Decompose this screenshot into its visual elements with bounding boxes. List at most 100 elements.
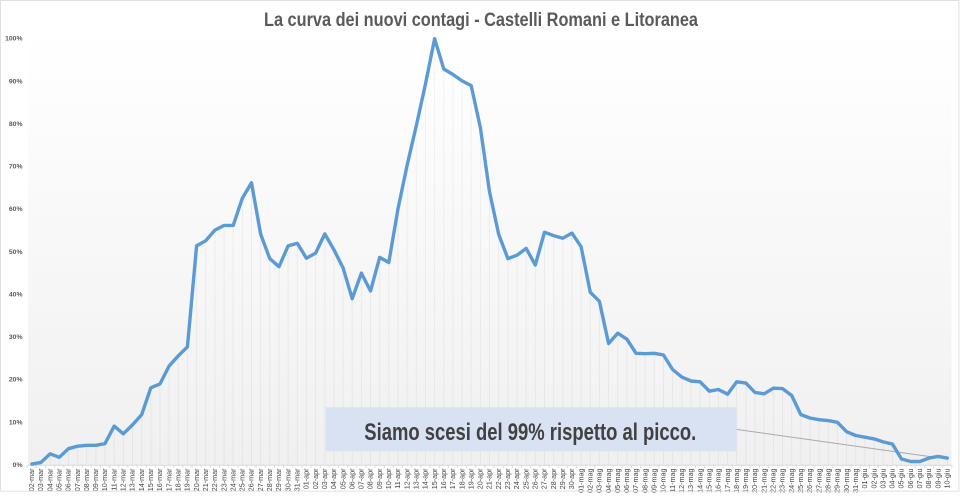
svg-text:25-apr: 25-apr <box>521 468 530 489</box>
svg-text:05-apr: 05-apr <box>338 468 347 489</box>
svg-text:19-apr: 19-apr <box>466 468 475 489</box>
svg-text:30%: 30% <box>9 334 23 341</box>
svg-text:28-mag: 28-mag <box>824 469 833 493</box>
svg-text:15-mag: 15-mag <box>705 469 714 493</box>
svg-text:03-mar: 03-mar <box>36 468 45 491</box>
svg-text:22-mar: 22-mar <box>210 468 219 491</box>
svg-text:18-mar: 18-mar <box>174 468 183 491</box>
svg-text:60%: 60% <box>9 206 23 213</box>
svg-text:03-mag: 03-mag <box>595 469 604 493</box>
svg-text:100%: 100% <box>5 36 22 43</box>
svg-text:12-mag: 12-mag <box>677 469 686 493</box>
svg-text:80%: 80% <box>9 121 23 128</box>
svg-text:23-apr: 23-apr <box>503 468 512 489</box>
svg-text:0%: 0% <box>13 462 23 469</box>
svg-text:26-mag: 26-mag <box>805 469 814 493</box>
svg-text:01-giu: 01-giu <box>860 469 869 489</box>
svg-text:29-mag: 29-mag <box>833 469 842 493</box>
svg-text:03-giu: 03-giu <box>878 469 887 489</box>
svg-text:24-mar: 24-mar <box>228 468 237 491</box>
svg-text:20-mag: 20-mag <box>750 469 759 493</box>
svg-text:21-mag: 21-mag <box>759 469 768 493</box>
svg-text:01-mag: 01-mag <box>576 469 585 493</box>
svg-text:07-apr: 07-apr <box>357 468 366 489</box>
svg-text:La curva dei nuovi contagi - C: La curva dei nuovi contagi - Castelli Ro… <box>264 10 698 31</box>
svg-text:05-mar: 05-mar <box>55 468 64 491</box>
svg-text:10-mar: 10-mar <box>100 468 109 491</box>
svg-text:14-mar: 14-mar <box>137 468 146 491</box>
svg-text:20-apr: 20-apr <box>476 468 485 489</box>
svg-text:13-mag: 13-mag <box>686 469 695 493</box>
svg-text:28-mar: 28-mar <box>265 468 274 491</box>
svg-text:40%: 40% <box>9 291 23 298</box>
svg-text:10-apr: 10-apr <box>384 468 393 489</box>
svg-text:31-mag: 31-mag <box>851 469 860 493</box>
svg-text:01-apr: 01-apr <box>302 468 311 489</box>
svg-text:24-mag: 24-mag <box>787 469 796 493</box>
svg-text:14-apr: 14-apr <box>421 468 430 489</box>
svg-text:12-mar: 12-mar <box>119 468 128 491</box>
svg-text:15-mar: 15-mar <box>146 468 155 491</box>
svg-text:25-mag: 25-mag <box>796 469 805 493</box>
svg-text:13-mar: 13-mar <box>128 468 137 491</box>
svg-text:15-apr: 15-apr <box>430 468 439 489</box>
svg-text:12-apr: 12-apr <box>402 468 411 489</box>
svg-text:04-apr: 04-apr <box>329 468 338 489</box>
svg-text:07-giu: 07-giu <box>915 469 924 489</box>
svg-text:02-mag: 02-mag <box>586 469 595 493</box>
svg-text:11-mar: 11-mar <box>109 468 118 491</box>
svg-text:10-mag: 10-mag <box>659 469 668 493</box>
svg-text:19-mar: 19-mar <box>183 468 192 491</box>
svg-text:02-apr: 02-apr <box>311 468 320 489</box>
svg-text:08-apr: 08-apr <box>366 468 375 489</box>
svg-text:16-mar: 16-mar <box>155 468 164 491</box>
svg-text:70%: 70% <box>9 164 23 171</box>
svg-text:22-mag: 22-mag <box>769 469 778 493</box>
svg-text:27-apr: 27-apr <box>540 468 549 489</box>
svg-text:29-mar: 29-mar <box>274 468 283 491</box>
svg-text:04-mag: 04-mag <box>604 469 613 493</box>
svg-text:06-apr: 06-apr <box>347 468 356 489</box>
svg-text:25-mar: 25-mar <box>238 468 247 491</box>
svg-text:08-mar: 08-mar <box>82 468 91 491</box>
svg-text:17-apr: 17-apr <box>448 468 457 489</box>
svg-text:16-apr: 16-apr <box>439 468 448 489</box>
svg-text:14-mag: 14-mag <box>695 469 704 493</box>
svg-text:23-mar: 23-mar <box>219 468 228 491</box>
svg-text:02-giu: 02-giu <box>869 469 878 489</box>
svg-text:30-mar: 30-mar <box>283 468 292 491</box>
svg-text:09-apr: 09-apr <box>375 468 384 489</box>
svg-text:08-mag: 08-mag <box>640 469 649 493</box>
svg-text:07-mar: 07-mar <box>73 468 82 491</box>
svg-text:16-mag: 16-mag <box>714 469 723 493</box>
svg-text:04-mar: 04-mar <box>45 468 54 491</box>
svg-text:11-mag: 11-mag <box>668 469 677 493</box>
svg-text:27-mar: 27-mar <box>256 468 265 491</box>
svg-text:50%: 50% <box>9 249 23 256</box>
svg-text:29-apr: 29-apr <box>558 468 567 489</box>
svg-text:08-giu: 08-giu <box>924 469 933 489</box>
svg-text:04-giu: 04-giu <box>888 469 897 489</box>
svg-text:30-apr: 30-apr <box>567 468 576 489</box>
svg-text:Siamo scesi del 99% rispetto a: Siamo scesi del 99% rispetto al picco. <box>364 419 696 446</box>
svg-text:05-mag: 05-mag <box>613 469 622 493</box>
svg-text:21-mar: 21-mar <box>201 468 210 491</box>
svg-text:23-mag: 23-mag <box>778 469 787 493</box>
svg-text:17-mag: 17-mag <box>723 469 732 493</box>
svg-text:05-giu: 05-giu <box>897 469 906 489</box>
svg-text:18-mag: 18-mag <box>732 469 741 493</box>
svg-text:06-giu: 06-giu <box>906 469 915 489</box>
svg-text:26-mar: 26-mar <box>247 468 256 491</box>
svg-text:17-mar: 17-mar <box>164 468 173 491</box>
svg-text:90%: 90% <box>9 78 23 85</box>
svg-text:02-mar: 02-mar <box>27 468 36 491</box>
svg-text:11-apr: 11-apr <box>393 468 402 489</box>
svg-text:03-apr: 03-apr <box>320 468 329 489</box>
svg-text:24-apr: 24-apr <box>512 468 521 489</box>
svg-text:06-mag: 06-mag <box>622 469 631 493</box>
svg-text:26-apr: 26-apr <box>531 468 540 489</box>
svg-text:06-mar: 06-mar <box>64 468 73 491</box>
svg-text:21-apr: 21-apr <box>485 468 494 489</box>
svg-text:28-apr: 28-apr <box>549 468 558 489</box>
svg-text:22-apr: 22-apr <box>494 468 503 489</box>
